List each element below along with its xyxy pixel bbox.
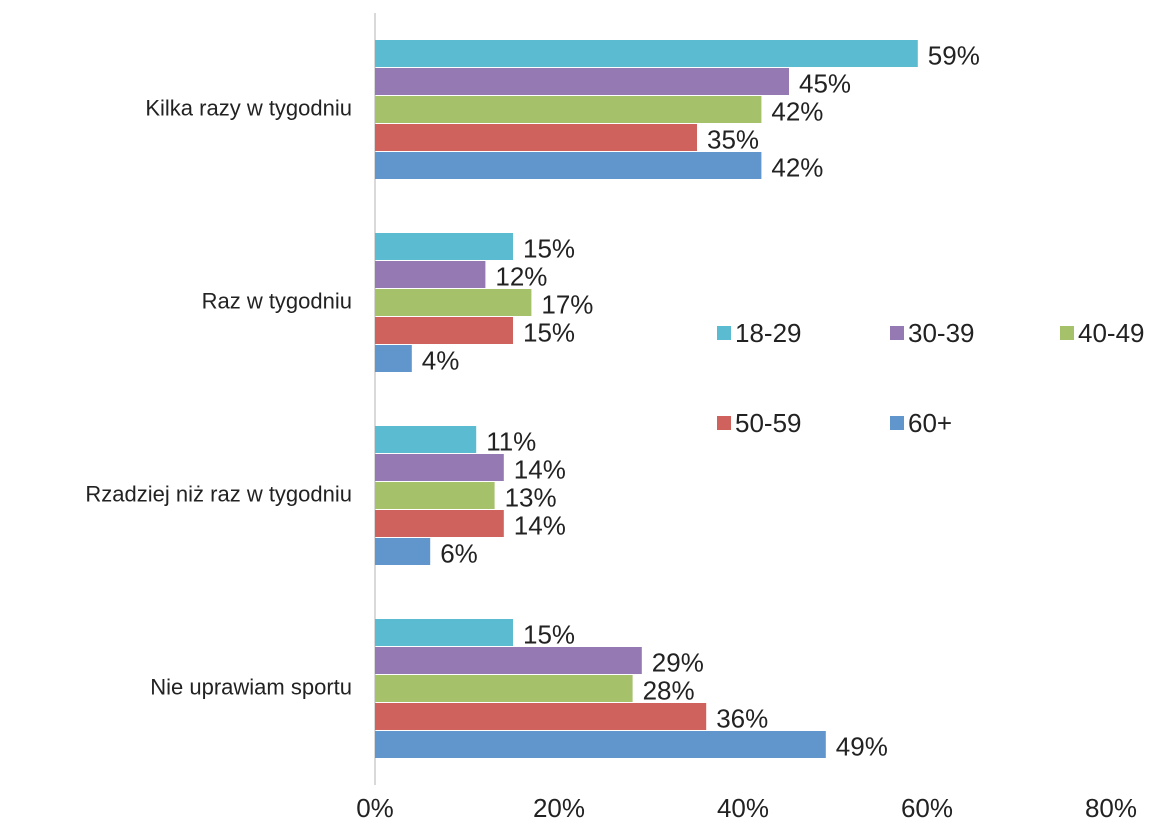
data-label: 4%	[422, 345, 460, 375]
bar	[375, 647, 642, 674]
data-label: 42%	[771, 96, 823, 126]
bar	[375, 454, 504, 481]
x-tick-label: 40%	[717, 793, 769, 823]
data-label: 14%	[514, 454, 566, 484]
bar	[375, 96, 762, 123]
bar	[375, 68, 789, 95]
bar	[375, 40, 918, 67]
y-tick-label: Nie uprawiam sportu	[150, 674, 352, 699]
data-label: 36%	[716, 703, 768, 733]
data-label: 17%	[541, 289, 593, 319]
bar	[375, 289, 532, 316]
legend-label: 30-39	[908, 318, 975, 348]
data-label: 6%	[440, 538, 478, 568]
bar	[375, 152, 762, 179]
bar	[375, 261, 486, 288]
data-label: 42%	[771, 152, 823, 182]
data-label: 28%	[643, 675, 695, 705]
bar	[375, 538, 431, 565]
x-tick-label: 20%	[533, 793, 585, 823]
legend-swatch	[717, 416, 731, 430]
bar	[375, 482, 495, 509]
bar	[375, 703, 707, 730]
data-label: 13%	[505, 482, 557, 512]
x-tick-label: 80%	[1085, 793, 1137, 823]
bar	[375, 345, 412, 372]
legend-swatch	[890, 416, 904, 430]
data-label: 59%	[928, 40, 980, 70]
x-tick-label: 0%	[356, 793, 394, 823]
legend-label: 18-29	[735, 318, 802, 348]
data-label: 14%	[514, 510, 566, 540]
bar	[375, 675, 633, 702]
legend-swatch	[1060, 326, 1074, 340]
bar	[375, 731, 826, 758]
legend-label: 50-59	[735, 408, 802, 438]
data-label: 49%	[836, 731, 888, 761]
data-label: 15%	[523, 233, 575, 263]
bar	[375, 510, 504, 537]
data-label: 35%	[707, 124, 759, 154]
y-tick-label: Kilka razy w tygodniu	[145, 95, 352, 120]
bar	[375, 124, 697, 151]
bar	[375, 233, 513, 260]
legend-label: 40-49	[1078, 318, 1145, 348]
y-tick-label: Raz w tygodniu	[202, 288, 352, 313]
bar	[375, 317, 513, 344]
data-label: 29%	[652, 647, 704, 677]
data-label: 45%	[799, 68, 851, 98]
data-label: 11%	[486, 426, 536, 456]
legend-label: 60+	[908, 408, 952, 438]
bar	[375, 426, 477, 453]
data-label: 12%	[495, 261, 547, 291]
y-tick-label: Rzadziej niż raz w tygodniu	[85, 481, 352, 506]
data-label: 15%	[523, 317, 575, 347]
legend-swatch	[717, 326, 731, 340]
x-tick-label: 60%	[901, 793, 953, 823]
data-label: 15%	[523, 619, 575, 649]
legend-swatch	[890, 326, 904, 340]
bar	[375, 619, 513, 646]
